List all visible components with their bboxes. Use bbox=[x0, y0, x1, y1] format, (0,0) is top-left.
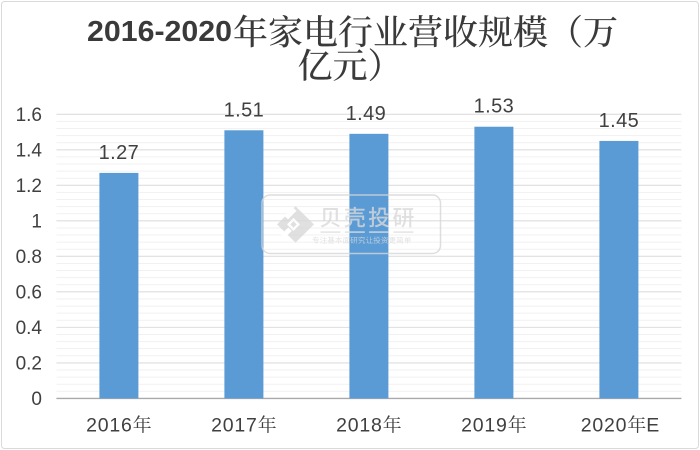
svg-text:2019: 2019 bbox=[461, 415, 508, 437]
svg-text:2016: 2016 bbox=[86, 415, 133, 437]
svg-text:2017: 2017 bbox=[211, 415, 258, 437]
svg-text:1.2: 1.2 bbox=[16, 176, 42, 197]
svg-text:1.6: 1.6 bbox=[16, 105, 42, 126]
svg-text:1: 1 bbox=[31, 211, 42, 232]
svg-text:2020: 2020 bbox=[581, 415, 628, 437]
svg-text:1.53: 1.53 bbox=[474, 96, 515, 118]
svg-text:2018: 2018 bbox=[336, 415, 383, 437]
svg-text:0: 0 bbox=[31, 389, 42, 410]
svg-text:0.4: 0.4 bbox=[16, 318, 43, 339]
svg-text:1.49: 1.49 bbox=[346, 103, 387, 125]
svg-text:E: E bbox=[646, 415, 659, 437]
svg-text:1.27: 1.27 bbox=[99, 142, 140, 164]
svg-text:0.6: 0.6 bbox=[16, 282, 42, 303]
svg-text:1.51: 1.51 bbox=[224, 99, 265, 121]
svg-text:0.2: 0.2 bbox=[16, 353, 42, 374]
svg-text:2016-2020: 2016-2020 bbox=[87, 16, 232, 48]
svg-text:1.4: 1.4 bbox=[16, 140, 43, 161]
svg-text:0.8: 0.8 bbox=[16, 247, 42, 268]
svg-text:1.45: 1.45 bbox=[599, 110, 640, 132]
